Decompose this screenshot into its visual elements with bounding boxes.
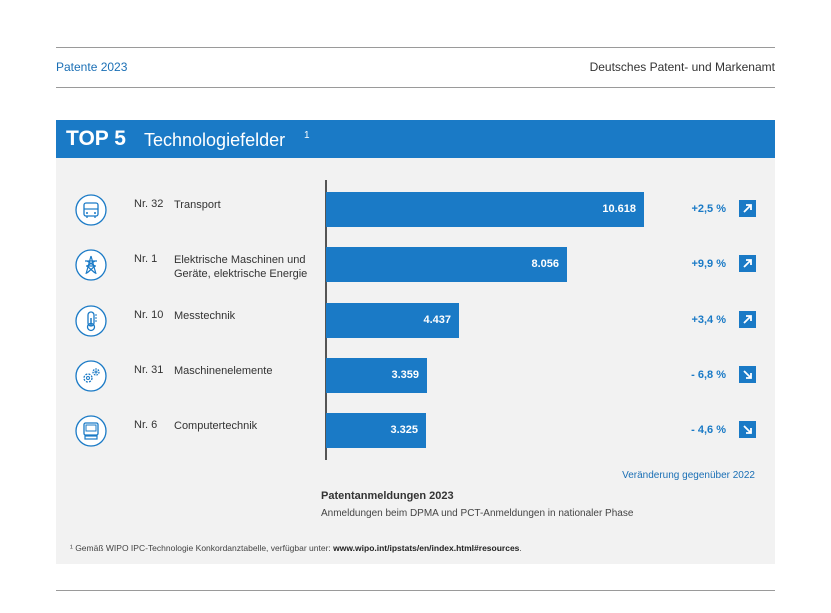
bar [326, 247, 567, 282]
bar-value-label: 3.325 [390, 424, 418, 436]
power-pylon-icon [75, 249, 107, 281]
change-value: +9,9 % [691, 258, 726, 270]
computer-icon [75, 415, 107, 447]
row-label: Messtechnik [174, 310, 236, 322]
arrow-down-right-icon [739, 366, 756, 383]
bar [326, 413, 426, 448]
publisher-name: Deutsches Patent- und Markenamt [589, 60, 775, 74]
change-value: +2,5 % [691, 203, 726, 215]
bus-icon [75, 194, 107, 226]
footnote-end: . [519, 543, 522, 553]
thermometer-icon [75, 305, 107, 337]
bar [326, 303, 459, 338]
footnote: ¹ Gemäß WIPO IPC-Technologie Konkordanzt… [70, 543, 522, 553]
footnote-text: ¹ Gemäß WIPO IPC-Technologie Konkordanzt… [70, 543, 334, 553]
title-prefix: TOP 5 [66, 127, 126, 150]
row-label: Computertechnik [174, 420, 258, 432]
chart-row: Nr. 1 Elektrische Maschinen und Geräte, e… [56, 247, 775, 287]
chart-subtitle: Anmeldungen beim DPMA und PCT-Anmeldunge… [321, 508, 634, 519]
row-label: Maschinenelemente [174, 365, 273, 377]
row-label: Transport [174, 199, 221, 211]
gears-icon [75, 360, 107, 392]
bar-value-label: 8.056 [531, 258, 559, 270]
chart-title: Patentanmeldungen 2023 [321, 490, 454, 502]
arrow-up-right-icon [739, 200, 756, 217]
chart-row: Nr. 31 Maschinenelemente 3.359 - 6,8 % [56, 358, 775, 398]
report-title: Patente 2023 [56, 60, 128, 74]
header-rule [56, 87, 775, 88]
chart-row: Nr. 32 Transport 10.618 +2,5 % [56, 192, 775, 232]
row-rank: Nr. 32 [134, 198, 164, 210]
row-rank: Nr. 31 [134, 364, 164, 376]
change-value: +3,4 % [691, 314, 726, 326]
title-text: Technologiefelder [144, 130, 286, 150]
row-rank: Nr. 10 [134, 309, 164, 321]
bar-value-label: 3.359 [391, 369, 419, 381]
change-caption: Veränderung gegenüber 2022 [622, 470, 755, 481]
row-rank: Nr. 1 [134, 253, 158, 265]
bar [326, 358, 427, 393]
arrow-up-right-icon [739, 311, 756, 328]
bar [326, 192, 644, 227]
row-rank: Nr. 6 [134, 419, 158, 431]
arrow-down-right-icon [739, 421, 756, 438]
bar-value-label: 4.437 [423, 314, 451, 326]
change-value: - 4,6 % [691, 424, 726, 436]
chart-axis [325, 180, 327, 460]
change-value: - 6,8 % [691, 369, 726, 381]
footnote-link[interactable]: www.wipo.int/ipstats/en/index.html#resou… [333, 543, 520, 553]
arrow-up-right-icon [739, 255, 756, 272]
title-footnote-mark: 1 [304, 130, 310, 141]
row-label: Elektrische Maschinen und Geräte, elektr… [174, 254, 308, 280]
chart-row: Nr. 6 Computertechnik 3.325 - 4,6 % [56, 413, 775, 453]
chart-panel: TOP 5 Technologiefelder 1 Nr. 32 Transpor… [56, 120, 775, 564]
bottom-rule [56, 590, 775, 591]
bar-value-label: 10.618 [602, 203, 636, 215]
chart-row: Nr. 10 Messtechnik 4.437 +3,4 % [56, 303, 775, 343]
top-rule [56, 47, 775, 48]
title-bar: TOP 5 Technologiefelder 1 [56, 120, 775, 158]
